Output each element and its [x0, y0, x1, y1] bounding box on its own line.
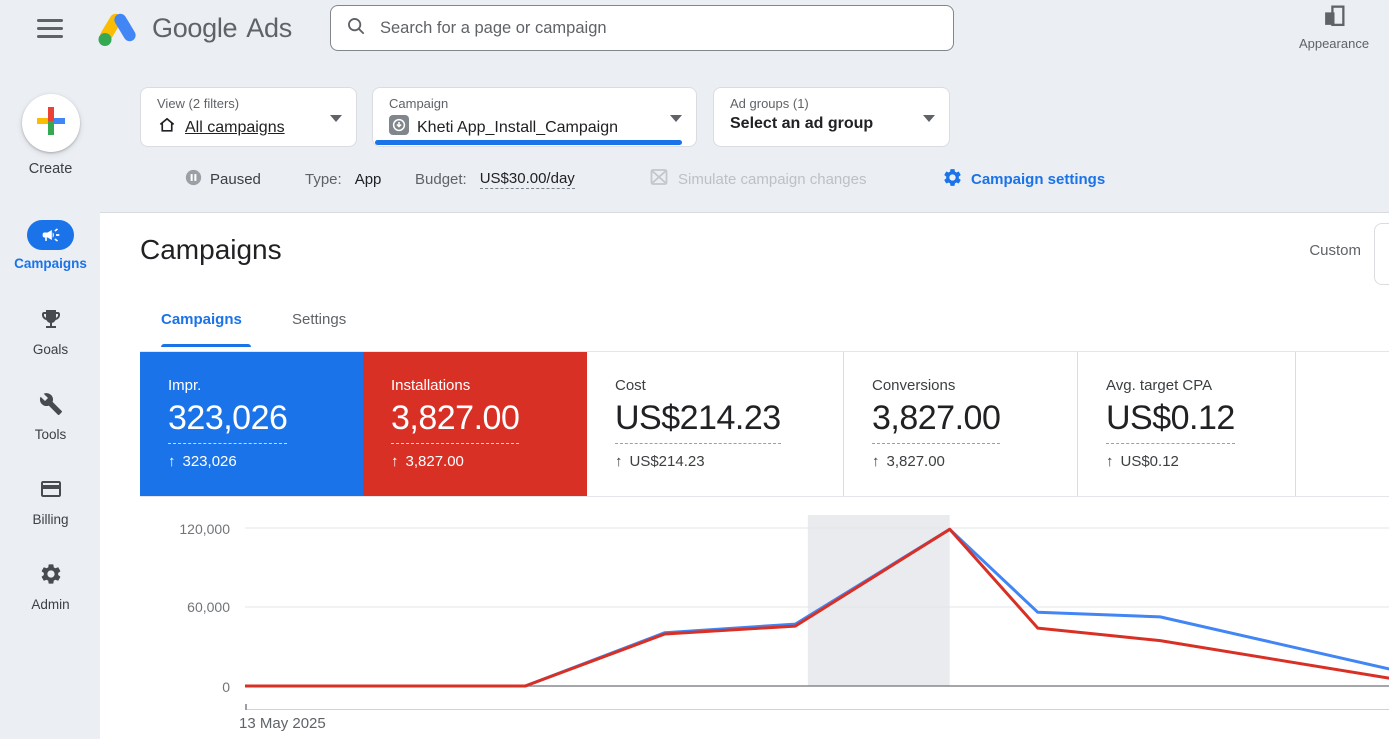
up-arrow-icon: ↑	[615, 453, 623, 470]
y-axis-tick-60000: 60,000	[187, 599, 230, 615]
scorecard-label: Avg. target CPA	[1106, 377, 1213, 394]
campaign-budget: Budget: US$30.00/day	[415, 169, 575, 189]
settings-gear-icon	[942, 167, 963, 192]
status-text: Paused	[210, 170, 261, 188]
date-range-picker[interactable]	[1374, 223, 1389, 285]
sidebar-item-campaigns[interactable]: Campaigns	[0, 220, 101, 271]
brand-ads: Ads	[246, 13, 292, 43]
campaign-settings-button[interactable]: Campaign settings	[942, 167, 1105, 191]
scorecard-value: US$0.12	[1106, 399, 1295, 444]
plus-icon	[33, 103, 69, 144]
active-tab-indicator	[161, 344, 251, 347]
wrench-icon	[39, 392, 63, 421]
scorecard-delta: ↑ 3,827.00	[872, 453, 945, 470]
scorecard-value: US$214.23	[615, 399, 843, 444]
scorecard-delta: ↑ US$0.12	[1106, 453, 1179, 470]
global-search[interactable]	[330, 5, 954, 51]
create-button[interactable]	[22, 94, 80, 152]
scorecard-value: 3,827.00	[872, 399, 1077, 444]
performance-line-chart	[245, 515, 1389, 688]
scorecard-conversions[interactable]: Conversions 3,827.00 ↑ 3,827.00	[843, 352, 1077, 496]
date-range-custom-label: Custom	[1309, 242, 1361, 259]
home-icon	[157, 115, 177, 140]
y-axis-tick-120000: 120,000	[179, 521, 230, 537]
campaign-status-bar: Paused Type: App Budget: US$30.00/day Si…	[0, 167, 1389, 191]
scorecard-label: Cost	[615, 377, 646, 394]
scorecard-delta: ↑ 323,026	[168, 453, 237, 470]
scorecard-value: 323,026	[168, 399, 363, 444]
search-icon	[345, 15, 367, 42]
trophy-icon	[39, 307, 63, 336]
scorecard-impr[interactable]: Impr. 323,026 ↑ 323,026	[140, 352, 363, 496]
scorecard-delta: ↑ US$214.23	[615, 453, 705, 470]
gear-icon	[39, 562, 63, 591]
view-filter-chip[interactable]: View (2 filters) All campaigns	[140, 87, 357, 147]
campaign-filter-chip[interactable]: Campaign Kheti App_Install_Campaign	[372, 87, 697, 147]
google-ads-logo-icon	[96, 9, 140, 49]
credit-card-icon	[39, 477, 63, 506]
chevron-down-icon	[670, 115, 682, 122]
chart-timeline-axis	[245, 704, 1389, 710]
status-paused[interactable]: Paused	[185, 167, 261, 191]
tab-settings[interactable]: Settings	[292, 311, 347, 328]
scorecard-cost[interactable]: Cost US$214.23 ↑ US$214.23	[587, 352, 843, 496]
appearance-button[interactable]: Appearance	[1290, 3, 1378, 51]
scorecard-empty[interactable]	[1295, 352, 1389, 496]
sidebar-item-admin[interactable]: Admin	[0, 561, 101, 612]
scorecard-value: 3,827.00	[391, 399, 587, 444]
view-filter-value: All campaigns	[185, 118, 285, 136]
sidebar-item-tools[interactable]: Tools	[0, 391, 101, 442]
campaign-active-indicator	[375, 140, 682, 145]
y-axis-tick-0: 0	[222, 679, 230, 695]
scorecard-label: Impr.	[168, 377, 202, 394]
page-title: Campaigns	[140, 234, 282, 265]
tab-campaigns[interactable]: Campaigns	[161, 311, 242, 328]
chevron-down-icon	[330, 115, 342, 122]
pause-icon	[185, 169, 202, 190]
scorecard-label: Conversions	[872, 377, 956, 394]
ad-groups-filter-chip[interactable]: Ad groups (1) Select an ad group	[713, 87, 950, 147]
menu-hamburger-icon[interactable]	[37, 19, 63, 39]
sidebar-item-goals[interactable]: Goals	[0, 306, 101, 357]
ad-groups-filter-value: Select an ad group	[730, 115, 874, 132]
create-label: Create	[28, 161, 73, 177]
brand-title: Google Ads	[152, 13, 292, 44]
x-axis-start-date: 13 May 2025	[239, 715, 326, 732]
scorecard-avg-target-cpa[interactable]: Avg. target CPA US$0.12 ↑ US$0.12	[1077, 352, 1295, 496]
appearance-icon	[1322, 5, 1347, 32]
sidebar-item-billing[interactable]: Billing	[0, 476, 101, 527]
chevron-down-icon	[923, 115, 935, 122]
main-panel: Campaigns Custom Campaigns Settings Impr…	[100, 212, 1389, 739]
appearance-label: Appearance	[1298, 36, 1370, 51]
up-arrow-icon: ↑	[1106, 453, 1114, 470]
app-campaign-icon	[389, 115, 409, 140]
scorecard-label: Installations	[391, 377, 471, 394]
campaign-type: Type: App	[305, 170, 382, 188]
search-input[interactable]	[378, 17, 939, 39]
up-arrow-icon: ↑	[168, 453, 176, 470]
simulate-campaign-changes-button[interactable]: Simulate campaign changes	[648, 167, 866, 191]
megaphone-icon	[27, 220, 74, 250]
up-arrow-icon: ↑	[872, 453, 880, 470]
campaign-filter-value: Kheti App_Install_Campaign	[417, 118, 619, 136]
experiment-crossed-icon	[648, 166, 670, 192]
scorecard-installations[interactable]: Installations 3,827.00 ↑ 3,827.00	[363, 352, 587, 496]
budget-value[interactable]: US$30.00/day	[479, 169, 575, 189]
brand-google: Google	[152, 13, 238, 43]
scorecard-delta: ↑ 3,827.00	[391, 453, 464, 470]
scorecards-row: Impr. 323,026 ↑ 323,026 Installations 3,8…	[140, 351, 1389, 497]
up-arrow-icon: ↑	[391, 453, 399, 470]
